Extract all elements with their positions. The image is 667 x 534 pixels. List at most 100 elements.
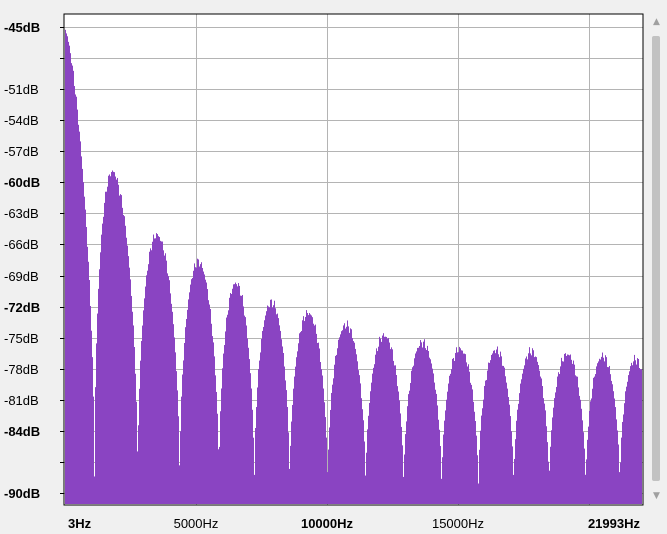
spectrum-bar (559, 373, 560, 504)
spectrum-bar (124, 216, 125, 504)
spectrum-bar (432, 368, 433, 504)
spectrum-bar (123, 215, 124, 504)
scroll-up-arrow-icon[interactable]: ▲ (653, 17, 660, 27)
spectrum-bar (247, 338, 248, 504)
spectrum-bar (197, 258, 198, 504)
spectrum-bar (529, 347, 530, 504)
spectrum-bar (617, 430, 618, 504)
spectrum-bar (589, 410, 590, 504)
spectrum-bar (319, 348, 320, 504)
spectrum-bar (619, 472, 620, 504)
spectrum-bar (541, 378, 542, 504)
spectrum-bar (400, 413, 401, 504)
spectrum-bar (317, 342, 318, 504)
scroll-down-arrow-icon[interactable]: ▼ (653, 491, 660, 501)
spectrum-bar (187, 309, 188, 504)
spectrum-bar (168, 276, 169, 504)
y-tick-label: -45dB (4, 20, 40, 35)
spectrum-bar (313, 323, 314, 504)
spectrum-bar (510, 416, 511, 504)
spectrum-bar (520, 383, 521, 504)
spectrum-bar (384, 336, 385, 504)
spectrum-bar (298, 343, 299, 504)
spectrum-bar (611, 380, 612, 504)
spectrum-bar (205, 279, 206, 504)
spectrum-bar (104, 202, 105, 504)
spectrum-bar (252, 409, 253, 504)
spectrum-bar (268, 306, 269, 504)
spectrum-bar (441, 478, 442, 504)
spectrum-bar (503, 365, 504, 504)
vertical-scrollbar[interactable]: ▲ ▼ (648, 14, 665, 505)
scrollbar-thumb[interactable] (652, 36, 660, 481)
spectrum-bar (337, 348, 338, 504)
spectrum-bar (295, 366, 296, 504)
spectrum-bar (68, 41, 69, 504)
spectrum-bar (368, 415, 369, 504)
spectrum-bar (394, 365, 395, 504)
spectrum-bar (78, 124, 79, 504)
spectrum-bar (180, 431, 181, 504)
spectrum-bar (422, 347, 423, 504)
spectrum-bar (573, 360, 574, 504)
spectrum-bar (575, 375, 576, 504)
spectrum-bar (344, 323, 345, 504)
spectrum-bar (136, 401, 137, 504)
spectrum-bar (217, 413, 218, 504)
spectrum-bar (82, 168, 83, 504)
spectrum-bar (521, 379, 522, 504)
spectrum-bar (152, 241, 153, 504)
spectrum-bar (499, 357, 500, 504)
spectrum-bar (474, 411, 475, 504)
spectrum-bar (358, 370, 359, 504)
spectrum-bar (398, 391, 399, 504)
spectrum-bar (464, 353, 465, 504)
spectrum-bar (211, 323, 212, 504)
spectrum-bar (105, 191, 106, 505)
spectrum-bar (265, 315, 266, 504)
spectrum-bar (612, 384, 613, 504)
spectrum-bar (140, 360, 141, 504)
spectrum-bar (565, 353, 566, 504)
spectrum-bar (433, 373, 434, 504)
spectrum-bar (365, 475, 366, 504)
y-tick-label: -81dB (4, 393, 39, 408)
spectrum-bar (220, 411, 221, 504)
spectrum-bar (67, 36, 68, 505)
spectrum-bar (125, 225, 126, 504)
spectrum-bar (603, 357, 604, 504)
spectrum-bar (331, 392, 332, 504)
spectrum-bar (629, 371, 630, 504)
spectrum-bar (294, 376, 295, 504)
spectrum-bar (467, 366, 468, 504)
spectrum-bar (86, 226, 87, 504)
spectrum-bar (447, 391, 448, 504)
spectrum-bar (292, 404, 293, 504)
spectrum-bar (594, 376, 595, 504)
spectrum-bar (514, 458, 515, 504)
spectrum-bar (463, 353, 464, 504)
spectrum-bar (497, 346, 498, 504)
spectrum-bar (215, 375, 216, 504)
spectrum-bar (361, 398, 362, 504)
spectrum-bar (278, 318, 279, 504)
spectrum-bar (141, 340, 142, 504)
spectrum-bar (633, 361, 634, 504)
spectrum-bar (389, 342, 390, 504)
spectrum-bar (275, 308, 276, 504)
spectrum-bar (443, 434, 444, 504)
spectrum-bar (582, 420, 583, 504)
spectrum-bar (94, 476, 95, 504)
spectrum-bar (77, 109, 78, 504)
spectrum-bar (638, 358, 639, 504)
spectrum-bar (483, 399, 484, 504)
spectrum-bar (333, 378, 334, 504)
spectrum-bar (117, 177, 118, 504)
spectrum-bar (274, 300, 275, 504)
spectrum-bar (148, 264, 149, 504)
spectrum-bar (84, 196, 85, 504)
spectrum-bar (167, 273, 168, 504)
spectrum-bar (161, 241, 162, 504)
spectrum-bar (574, 364, 575, 504)
spectrum-bar (183, 360, 184, 504)
